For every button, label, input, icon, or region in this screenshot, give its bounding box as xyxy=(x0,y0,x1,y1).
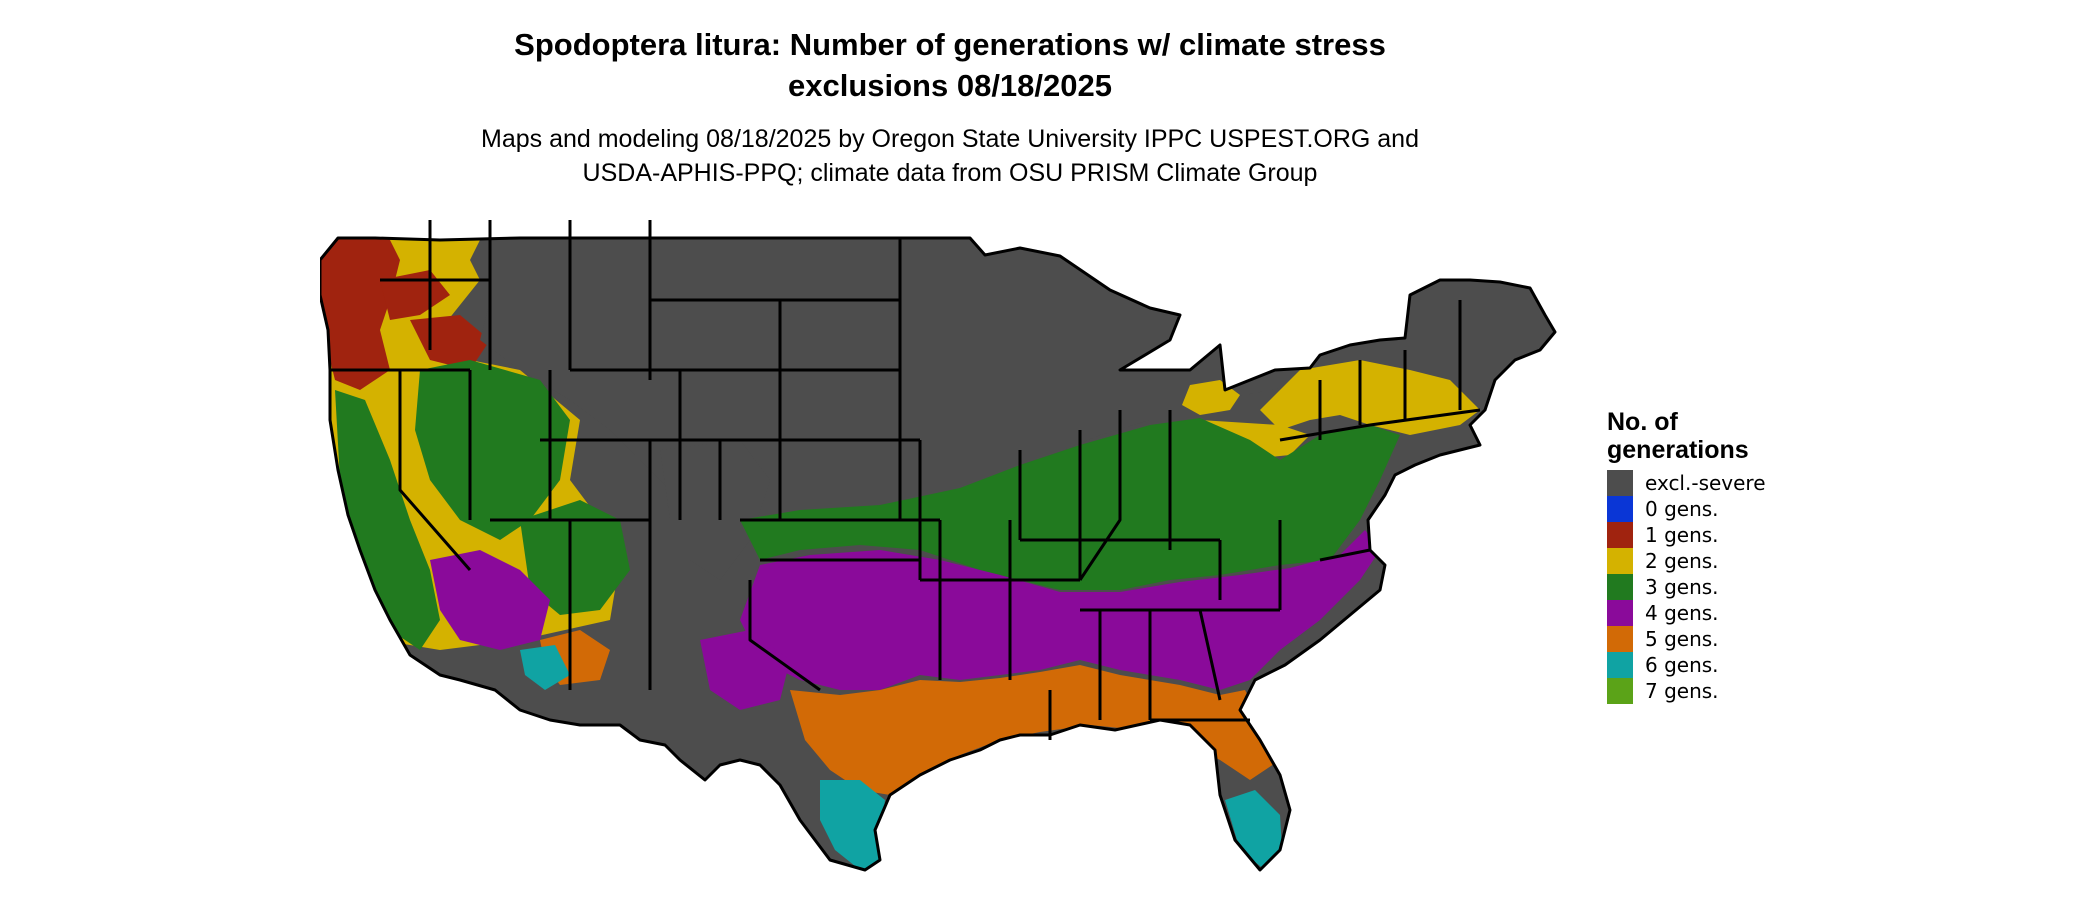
legend-label: 3 gens. xyxy=(1645,575,1719,599)
map-subtitle-line2: USDA-APHIS-PPQ; climate data from OSU PR… xyxy=(582,159,1318,187)
map-subtitle: Maps and modeling 08/18/2025 by Oregon S… xyxy=(0,122,1900,190)
legend-items: excl.-severe 0 gens. 1 gens. 2 gens. 3 gens.… xyxy=(1607,470,1766,704)
legend-title-line1: No. of xyxy=(1607,408,1678,436)
zone-5-gens-gulf-coast xyxy=(790,665,1280,795)
legend-label: 4 gens. xyxy=(1645,601,1719,625)
legend-item: 0 gens. xyxy=(1607,496,1766,522)
map-title-line2: exclusions 08/18/2025 xyxy=(787,68,1112,103)
legend-swatch xyxy=(1607,678,1633,704)
legend-item: 1 gens. xyxy=(1607,522,1766,548)
zone-6-gens-south-florida xyxy=(1225,790,1282,870)
map-title: Spodoptera litura: Number of generations… xyxy=(0,24,1900,106)
zone-1-gens-pacific-northwest xyxy=(320,238,400,390)
zone-3-gens-intermountain xyxy=(415,360,570,540)
legend-swatch xyxy=(1607,496,1633,522)
legend-item: 2 gens. xyxy=(1607,548,1766,574)
zone-4-gens-california-desert xyxy=(430,550,550,650)
zone-excluded-rockies xyxy=(660,440,770,580)
map-title-line1: Spodoptera litura: Number of generations… xyxy=(514,27,1386,62)
legend-label: excl.-severe xyxy=(1645,471,1766,495)
legend-title: No. of generations xyxy=(1607,408,1766,464)
legend-swatch xyxy=(1607,652,1633,678)
map-legend: No. of generations excl.-severe 0 gens. 1 … xyxy=(1607,408,1766,704)
map-subtitle-line1: Maps and modeling 08/18/2025 by Oregon S… xyxy=(481,125,1419,153)
zone-3-gens-california-coast xyxy=(335,390,440,650)
legend-item: 3 gens. xyxy=(1607,574,1766,600)
legend-label: 2 gens. xyxy=(1645,549,1719,573)
legend-label: 1 gens. xyxy=(1645,523,1719,547)
legend-swatch xyxy=(1607,600,1633,626)
legend-swatch xyxy=(1607,470,1633,496)
legend-swatch xyxy=(1607,548,1633,574)
legend-item: excl.-severe xyxy=(1607,470,1766,496)
legend-item: 4 gens. xyxy=(1607,600,1766,626)
zone-4-gens-south xyxy=(740,530,1380,690)
border-lines xyxy=(330,220,1481,740)
legend-label: 0 gens. xyxy=(1645,497,1719,521)
zone-6-gens-south-texas xyxy=(820,780,885,870)
legend-label: 6 gens. xyxy=(1645,653,1719,677)
zone-1-gens-oregon-interior xyxy=(380,270,450,320)
zone-3-gens-arizona-highlands xyxy=(520,500,630,615)
state-borders xyxy=(320,220,1557,872)
zone-6-gens-arizona-desert xyxy=(520,645,570,690)
us-generations-map xyxy=(320,220,1557,872)
legend-label: 5 gens. xyxy=(1645,627,1719,651)
generation-zones xyxy=(320,238,1555,870)
zone-3-gens-central xyxy=(740,418,1400,590)
legend-label: 7 gens. xyxy=(1645,679,1719,703)
legend-item: 6 gens. xyxy=(1607,652,1766,678)
legend-swatch xyxy=(1607,574,1633,600)
legend-item: 7 gens. xyxy=(1607,678,1766,704)
zone-4-gens-sw-texas xyxy=(700,630,790,710)
legend-swatch xyxy=(1607,626,1633,652)
legend-swatch xyxy=(1607,522,1633,548)
legend-item: 5 gens. xyxy=(1607,626,1766,652)
legend-title-line2: generations xyxy=(1607,436,1749,464)
